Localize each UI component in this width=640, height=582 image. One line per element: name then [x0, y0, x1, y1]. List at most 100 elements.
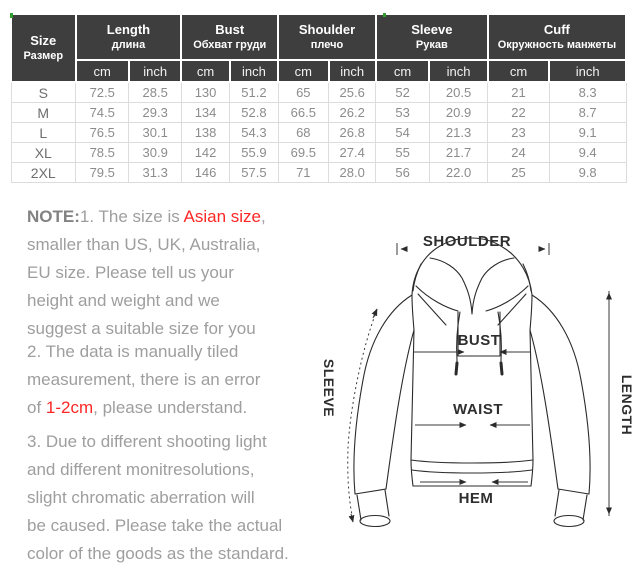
size-row-2xl: 2XL 79.5 31.3 146 57.5 71 28.0 56 22.0 25 9.8 — [10, 162, 627, 183]
size-row-l: L 76.5 30.1 138 54.3 68 26.8 54 21.3 23 9.1 — [10, 122, 627, 143]
note-text: suggest a suitable size for you — [27, 319, 256, 338]
note-text: , — [261, 207, 266, 226]
measurement-value: 52.8 — [229, 102, 279, 123]
note-text: measurement, there is an error — [27, 370, 261, 389]
measurement-value: 21 — [487, 81, 550, 103]
note-highlight-red: 1-2cm — [45, 398, 94, 417]
green-tick-artifact — [383, 13, 386, 17]
size-row-xl: XL 78.5 30.9 142 55.9 69.5 27.4 55 21.7 24 9.4 — [10, 142, 627, 163]
green-corner-artifact — [10, 13, 13, 18]
note-paragraph-3: 3. Due to different shooting light and di… — [27, 428, 327, 568]
measurement-value: 65 — [277, 81, 330, 103]
column-header-cuff: Cuff Окружность манжеты — [486, 12, 628, 62]
measurement-value: 23 — [487, 122, 550, 143]
note-text: smaller than US, UK, Australia, — [27, 235, 261, 254]
measurement-value: 57.5 — [229, 162, 279, 183]
column-header-sleeve: Sleeve Рукав — [374, 12, 489, 62]
column-header-bust: Bust Обхват груди — [180, 12, 280, 62]
measurement-value: 22.0 — [428, 162, 489, 183]
measurement-value: 76.5 — [75, 122, 130, 143]
note-paragraph-1: NOTE:1. The size is Asian size, smaller t… — [27, 203, 327, 343]
size-chart-table: Size Размер Length длина Bust Обхват груди Sho… — [10, 12, 628, 183]
measurement-value: 27.4 — [328, 142, 377, 163]
size-label: L — [10, 122, 77, 143]
measurement-value: 25.6 — [328, 81, 377, 103]
length-label: LENGTH — [619, 375, 635, 436]
hoodie-drawstrings-drawing — [454, 311, 504, 376]
measurement-value: 130 — [180, 81, 231, 103]
note-highlight-red: Asian size — [183, 207, 262, 226]
bust-label: BUST — [458, 332, 501, 349]
size-column-header: Size Размер — [10, 13, 77, 83]
measurement-value: 66.5 — [277, 102, 330, 123]
measurement-value: 55.9 — [229, 142, 279, 163]
measurement-value: 9.4 — [548, 142, 627, 163]
hoodie-sleeves-drawing — [353, 294, 591, 528]
measurement-value: 55 — [375, 142, 430, 163]
note-text: 3. Due to different shooting light — [27, 432, 267, 451]
unit-header-cm: cm — [374, 59, 431, 83]
measurement-value: 78.5 — [75, 142, 130, 163]
size-label: M — [10, 102, 77, 123]
unit-header-cm: cm — [74, 59, 130, 83]
measurement-value: 28.0 — [328, 162, 377, 183]
measurement-value: 74.5 — [75, 102, 130, 123]
measurement-value: 72.5 — [75, 81, 130, 103]
unit-header-cm: cm — [277, 59, 330, 83]
measurement-value: 9.8 — [548, 162, 627, 183]
hoodie-torso-drawing — [410, 293, 534, 487]
size-row-s: S 72.5 28.5 130 51.2 65 25.6 52 20.5 21 8.3 — [10, 81, 627, 103]
measurement-value: 8.7 — [548, 102, 627, 123]
note-label: NOTE: — [27, 207, 80, 226]
measurement-value: 26.8 — [328, 122, 377, 143]
measurement-value: 54 — [375, 122, 430, 143]
measurement-value: 21.7 — [428, 142, 489, 163]
size-chart-header: Size Размер Length длина Bust Обхват груди Sho… — [10, 12, 628, 83]
measurement-value: 134 — [180, 102, 231, 123]
measurement-value: 30.1 — [128, 122, 182, 143]
measurement-value: 69.5 — [277, 142, 330, 163]
unit-header-inch: inch — [228, 59, 280, 83]
measurement-value: 68 — [277, 122, 330, 143]
hoodie-measurement-diagram: SHOULDER BUST WAIST HEM SLEEVE LENGTH — [321, 233, 635, 528]
unit-header-inch: inch — [548, 59, 627, 83]
measurement-value: 20.9 — [428, 102, 489, 123]
hem-label: HEM — [459, 490, 494, 507]
note-text: color of the goods as the standard. — [27, 544, 289, 563]
measurement-value: 56 — [375, 162, 430, 183]
column-header-length: Length длина — [74, 12, 183, 62]
measurement-value: 54.3 — [229, 122, 279, 143]
measurement-value: 31.3 — [128, 162, 182, 183]
size-label: XL — [10, 142, 77, 163]
waist-label: WAIST — [453, 401, 503, 418]
note-text: and different monitresolutions, — [27, 460, 255, 479]
size-row-m: M 74.5 29.3 134 52.8 66.5 26.2 53 20.9 22 8.7 — [10, 102, 627, 123]
size-label: 2XL — [10, 162, 77, 183]
note-text: be caused. Please take the actual — [27, 516, 283, 535]
note-text: slight chromatic aberration will — [27, 488, 255, 507]
size-label: S — [10, 81, 77, 103]
measurement-value: 9.1 — [548, 122, 627, 143]
unit-header-cm: cm — [180, 59, 231, 83]
measurement-value: 29.3 — [128, 102, 182, 123]
measurement-value: 8.3 — [548, 81, 627, 103]
unit-header-inch: inch — [127, 59, 183, 83]
measurement-value: 71 — [277, 162, 330, 183]
measurement-value: 24 — [487, 142, 550, 163]
measurement-value: 52 — [375, 81, 430, 103]
note-text: of — [27, 398, 46, 417]
measurement-value: 20.5 — [428, 81, 489, 103]
note-text: EU size. Please tell us your — [27, 263, 234, 282]
sleeve-label: SLEEVE — [321, 359, 337, 417]
measurement-value: 146 — [180, 162, 231, 183]
note-text: 2. The data is manually tiled — [27, 342, 239, 361]
measurement-annotations — [347, 243, 612, 523]
note-paragraph-2: 2. The data is manually tiled measurement… — [27, 338, 327, 422]
measurement-value: 138 — [180, 122, 231, 143]
note-text: 1. The size is — [79, 207, 184, 226]
measurement-value: 25 — [487, 162, 550, 183]
unit-header-cm: cm — [486, 59, 551, 83]
unit-header-inch: inch — [428, 59, 489, 83]
shoulder-label: SHOULDER — [423, 233, 511, 250]
note-text: , please understand. — [93, 398, 248, 417]
